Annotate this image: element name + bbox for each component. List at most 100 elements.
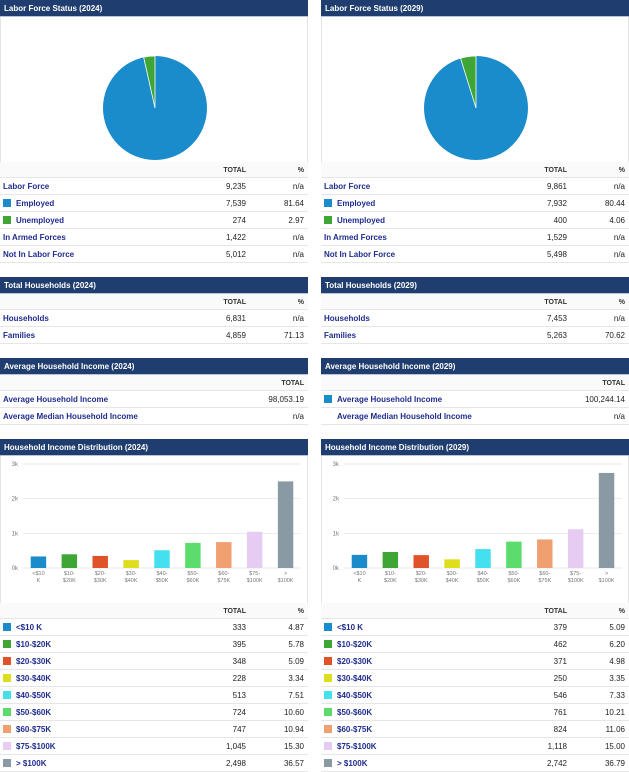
bracket-swatch-icon [3, 657, 11, 665]
income-bar[interactable] [61, 554, 78, 568]
distribution-row[interactable]: $75-$100K 1,045 15.30 [0, 738, 308, 755]
row-label: Labor Force [324, 182, 371, 191]
row-total: 379 [553, 623, 567, 632]
income-bar[interactable] [537, 539, 553, 568]
distribution-row[interactable]: $20-$30K 371 4.98 [321, 653, 629, 670]
row-total: 9,861 [546, 182, 567, 191]
bracket-swatch-icon [3, 759, 11, 767]
row-total: 1,529 [546, 233, 567, 242]
distribution-row[interactable]: > $100K 2,498 36.57 [0, 755, 308, 772]
bracket-swatch-icon [3, 691, 11, 699]
x-tick-label: $20-$30K [415, 571, 428, 584]
labor-pie-chart [321, 17, 629, 162]
row-pct: 3.35 [609, 674, 625, 683]
row-total: 9,235 [225, 182, 246, 191]
income-bar[interactable] [475, 549, 491, 568]
row-families[interactable]: Families 4,859 71.13 [0, 327, 308, 344]
distribution-row[interactable]: $30-$40K 228 3.34 [0, 670, 308, 687]
row-labor-force[interactable]: Labor Force 9,235 n/a [0, 178, 308, 195]
distribution-table-header: TOTAL % [321, 603, 629, 619]
income-bar[interactable] [444, 559, 460, 568]
row-total: 1,045 [225, 742, 246, 751]
row-total: 98,053.19 [268, 395, 304, 404]
row-unemployed[interactable]: Unemployed 274 2.97 [0, 212, 308, 229]
labor-force-header: Labor Force Status (2029) [321, 0, 629, 17]
row-avg-household-income[interactable]: Average Household Income 98,053.19 [0, 391, 308, 408]
row-pct: 11.06 [605, 725, 625, 734]
income-bar[interactable] [216, 542, 232, 568]
row-not-in-labor-force[interactable]: Not In Labor Force 5,012 n/a [0, 246, 308, 263]
distribution-row[interactable]: $60-$75K 747 10.94 [0, 721, 308, 738]
row-pct: n/a [613, 314, 625, 323]
report-column-2024: Labor Force Status (2024) TOTAL % Labor … [0, 0, 308, 772]
households-table-header: TOTAL % [321, 294, 629, 310]
row-not-in-labor-force[interactable]: Not In Labor Force 5,498 n/a [321, 246, 629, 263]
row-unemployed[interactable]: Unemployed 400 4.06 [321, 212, 629, 229]
distribution-row[interactable]: > $100K 2,742 36.79 [321, 755, 629, 772]
distribution-row[interactable]: $20-$30K 348 5.09 [0, 653, 308, 670]
row-families[interactable]: Families 5,263 70.62 [321, 327, 629, 344]
income-bar[interactable] [92, 555, 108, 568]
distribution-row[interactable]: $60-$75K 824 11.06 [321, 721, 629, 738]
row-armed-forces[interactable]: In Armed Forces 1,529 n/a [321, 229, 629, 246]
income-bar[interactable] [154, 550, 170, 568]
income-bar[interactable] [567, 529, 584, 568]
row-label: $50-$60K [337, 708, 373, 717]
income-bar[interactable] [185, 542, 201, 568]
income-bar[interactable] [413, 555, 429, 568]
row-total: 2,742 [546, 759, 567, 768]
row-label: $75-$100K [16, 742, 56, 751]
x-tick-label: <$10 K [32, 571, 44, 584]
row-households[interactable]: Households 7,453 n/a [321, 310, 629, 327]
distribution-row[interactable]: <$10 K 379 5.09 [321, 619, 629, 636]
row-pct: n/a [613, 182, 625, 191]
income-bar[interactable] [382, 551, 399, 568]
distribution-row[interactable]: $40-$50K 546 7.33 [321, 687, 629, 704]
income-bar[interactable] [123, 560, 139, 568]
distribution-row[interactable]: $10-$20K 395 5.78 [0, 636, 308, 653]
row-labor-force[interactable]: Labor Force 9,861 n/a [321, 178, 629, 195]
row-avg-median-income[interactable]: Average Median Household Income n/a [0, 408, 308, 425]
row-armed-forces[interactable]: In Armed Forces 1,422 n/a [0, 229, 308, 246]
col-pct-header: % [618, 299, 625, 306]
income-bar[interactable] [598, 472, 615, 568]
income-bar[interactable] [277, 481, 294, 568]
row-label: $20-$30K [337, 657, 373, 666]
distribution-row[interactable]: $50-$60K 724 10.60 [0, 704, 308, 721]
row-households[interactable]: Households 6,831 n/a [0, 310, 308, 327]
bracket-swatch-icon [324, 708, 332, 716]
row-label: Families [324, 331, 357, 340]
x-tick-label: <$10 K [353, 571, 365, 584]
bracket-swatch-icon [324, 674, 332, 682]
distribution-row[interactable]: $75-$100K 1,118 15.00 [321, 738, 629, 755]
row-pct: n/a [292, 182, 304, 191]
row-pct: n/a [292, 233, 304, 242]
income-bar[interactable] [351, 554, 368, 568]
row-pct: 4.98 [609, 657, 625, 666]
income-bar[interactable] [506, 541, 522, 568]
x-tick-label: $60-$75K [217, 571, 230, 584]
row-employed[interactable]: Employed 7,539 81.64 [0, 195, 308, 212]
distribution-row[interactable]: $30-$40K 250 3.35 [321, 670, 629, 687]
row-avg-household-income[interactable]: Average Household Income 100,244.14 [321, 391, 629, 408]
row-label: Households [3, 314, 49, 323]
pie-slice-unemployed[interactable] [143, 55, 156, 109]
row-avg-median-income[interactable]: Average Median Household Income n/a [321, 408, 629, 425]
distribution-row[interactable]: <$10 K 333 4.87 [0, 619, 308, 636]
income-bar[interactable] [30, 556, 47, 568]
pie-slice-unemployed[interactable] [460, 55, 477, 109]
x-tick-label: $60-$75K [538, 571, 551, 584]
distribution-row[interactable]: $50-$60K 761 10.21 [321, 704, 629, 721]
income-bar[interactable] [246, 531, 263, 568]
distribution-row[interactable]: $40-$50K 513 7.51 [0, 687, 308, 704]
unemployed-swatch-icon [324, 216, 332, 224]
distribution-row[interactable]: $10-$20K 462 6.20 [321, 636, 629, 653]
col-pct-header: % [618, 608, 625, 615]
row-employed[interactable]: Employed 7,932 80.44 [321, 195, 629, 212]
bracket-swatch-icon [3, 708, 11, 716]
row-label: Not In Labor Force [324, 250, 396, 259]
row-total: 333 [232, 623, 246, 632]
row-total: 7,539 [225, 199, 246, 208]
y-tick-label: 2k [12, 497, 19, 503]
row-total: 462 [553, 640, 567, 649]
